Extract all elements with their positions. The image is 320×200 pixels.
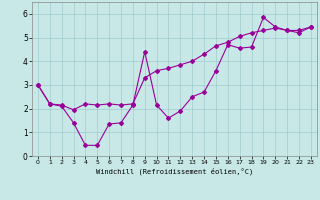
X-axis label: Windchill (Refroidissement éolien,°C): Windchill (Refroidissement éolien,°C) bbox=[96, 168, 253, 175]
